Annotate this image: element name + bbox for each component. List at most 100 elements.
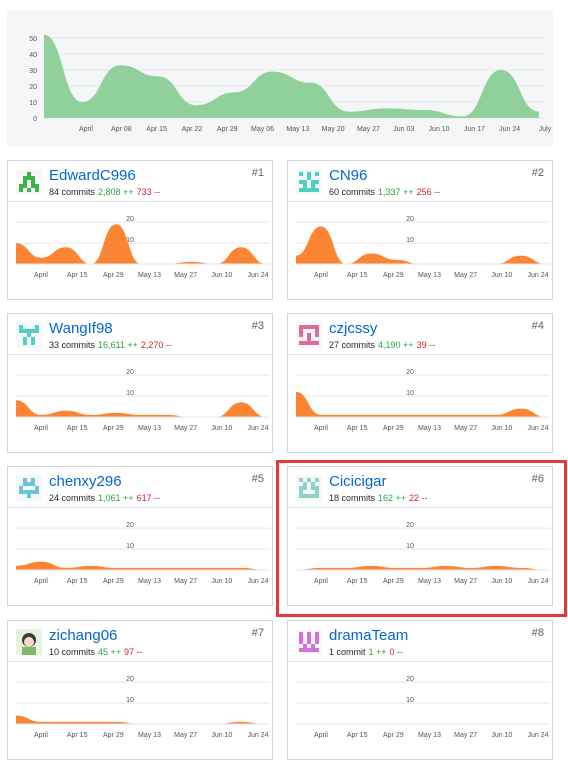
contributor-name[interactable]: Cicicigar <box>329 473 387 490</box>
card-x-tick: Apr 15 <box>67 732 88 739</box>
main-y-tick: 40 <box>29 52 37 59</box>
rank-label: #6 <box>531 473 544 485</box>
card-x-tick: April <box>314 425 328 432</box>
commit-count[interactable]: 18 commits <box>329 493 376 503</box>
card-x-tick: Jun 10 <box>491 272 512 279</box>
card-x-tick: Jun 24 <box>247 425 268 432</box>
commit-count[interactable]: 60 commits <box>329 187 376 197</box>
commit-count[interactable]: 84 commits <box>49 187 96 197</box>
contributor-header: czjcssy 27 commits 4,190 ++ 39 -- #4 <box>288 314 552 355</box>
contributor-name[interactable]: zichang06 <box>49 627 118 644</box>
additions: 162 ++ <box>378 493 407 503</box>
card-x-tick: May 27 <box>454 732 477 739</box>
card-x-tick: Apr 15 <box>347 425 368 432</box>
contributor-area-series <box>16 400 266 417</box>
card-x-tick: April <box>34 732 48 739</box>
card-x-tick: May 13 <box>418 578 441 585</box>
contributor-area-series <box>16 561 266 570</box>
identicon-icon[interactable] <box>296 475 322 501</box>
card-y-tick: 20 <box>406 522 414 529</box>
card-y-tick: 10 <box>126 697 134 704</box>
rank-label: #2 <box>531 167 544 179</box>
identicon-icon[interactable] <box>296 322 322 348</box>
contributor-name[interactable]: WangIf98 <box>49 320 113 337</box>
identicon-icon[interactable] <box>296 629 322 655</box>
commit-count[interactable]: 27 commits <box>329 340 376 350</box>
card-x-tick: May 27 <box>174 732 197 739</box>
card-y-tick: 20 <box>126 216 134 223</box>
contributor-area-chart: 10 20 April Apr 15 Apr 29 May 13 May 27 Jun 10 J… <box>296 676 550 739</box>
contributor-name[interactable]: CN96 <box>329 167 368 184</box>
card-x-tick: Apr 15 <box>347 272 368 279</box>
card-x-tick: Apr 29 <box>383 425 404 432</box>
main-x-tick: Apr 15 <box>146 126 167 133</box>
card-x-tick: Jun 10 <box>491 425 512 432</box>
contributor-area-chart: 10 20 April Apr 15 Apr 29 May 13 May 27 Jun 10 J… <box>16 676 270 739</box>
contributor-area-series <box>16 715 266 724</box>
card-x-tick: Apr 29 <box>103 578 124 585</box>
commit-count[interactable]: 1 commit <box>329 647 366 657</box>
main-x-tick: May 06 <box>251 126 274 133</box>
card-x-tick: Apr 29 <box>103 732 124 739</box>
contributor-area-series <box>296 565 546 570</box>
identicon-icon[interactable] <box>16 475 42 501</box>
card-x-tick: May 27 <box>454 425 477 432</box>
main-commit-chart: 0 10 20 30 40 50 April Apr 08 Apr 15 Apr 22 Apr 29… <box>7 10 553 146</box>
rank-label: #5 <box>251 473 264 485</box>
card-y-tick: 20 <box>406 369 414 376</box>
rank-label: #1 <box>251 167 264 179</box>
contributor-name[interactable]: chenxy296 <box>49 473 122 490</box>
contributor-name[interactable]: dramaTeam <box>329 627 409 644</box>
main-y-tick: 0 <box>33 116 37 123</box>
contributor-header: WangIf98 33 commits 16,611 ++ 2,270 -- #3 <box>8 314 272 355</box>
commit-count[interactable]: 33 commits <box>49 340 96 350</box>
card-x-tick: May 27 <box>174 425 197 432</box>
card-x-tick: Jun 24 <box>527 425 548 432</box>
rank-label: #4 <box>531 320 544 332</box>
main-x-tick: May 20 <box>322 126 345 133</box>
identicon-icon[interactable] <box>296 169 322 195</box>
contributor-stats: 24 commits 1,061 ++ 617 -- <box>49 493 160 503</box>
deletions: 2,270 -- <box>140 340 172 350</box>
anime-avatar-icon[interactable] <box>16 629 42 655</box>
contributor-card: zichang06 10 commits 45 ++ 97 -- #7 10 20 April… <box>7 620 273 760</box>
main-y-tick: 30 <box>29 68 37 75</box>
card-y-tick: 10 <box>406 237 414 244</box>
card-x-tick: Apr 29 <box>383 732 404 739</box>
contributor-area-chart: 10 20 April Apr 15 Apr 29 May 13 May 27 Jun 10 J… <box>16 522 270 585</box>
card-x-tick: May 13 <box>418 425 441 432</box>
card-x-tick: April <box>34 578 48 585</box>
main-x-tick: May 13 <box>286 126 309 133</box>
card-x-tick: Apr 29 <box>383 578 404 585</box>
main-area-chart: 0 10 20 30 40 50 April Apr 08 Apr 15 Apr 22 Apr 29… <box>29 34 552 133</box>
additions: 45 ++ <box>98 647 122 657</box>
card-x-tick: Apr 15 <box>347 732 368 739</box>
commit-count[interactable]: 10 commits <box>49 647 96 657</box>
contributor-stats: 33 commits 16,611 ++ 2,270 -- <box>49 340 172 350</box>
card-x-tick: Jun 24 <box>527 578 548 585</box>
card-x-tick: May 13 <box>138 578 161 585</box>
additions: 1,061 ++ <box>98 493 134 503</box>
identicon-icon[interactable] <box>16 322 42 348</box>
contributor-area-chart: 10 20 April Apr 15 Apr 29 May 13 May 27 Jun 10 J… <box>16 369 270 432</box>
card-x-tick: Jun 24 <box>247 578 268 585</box>
card-x-tick: April <box>314 578 328 585</box>
contributor-stats: 1 commit 1 ++ 0 -- <box>329 647 403 657</box>
card-y-tick: 20 <box>126 522 134 529</box>
identicon-icon[interactable] <box>16 169 42 195</box>
main-x-tick: July <box>539 126 552 133</box>
card-x-tick: Apr 29 <box>103 425 124 432</box>
card-x-tick: May 13 <box>418 272 441 279</box>
card-x-tick: April <box>314 272 328 279</box>
contributor-header: EdwardC996 84 commits 2,808 ++ 733 -- #1 <box>8 161 272 202</box>
card-x-tick: Jun 10 <box>491 732 512 739</box>
card-x-tick: May 27 <box>454 272 477 279</box>
card-y-tick: 10 <box>126 543 134 550</box>
card-y-tick: 20 <box>406 216 414 223</box>
commit-count[interactable]: 24 commits <box>49 493 96 503</box>
contributor-name[interactable]: EdwardC996 <box>49 167 136 184</box>
main-x-tick: May 27 <box>357 126 380 133</box>
deletions: 733 -- <box>136 187 161 197</box>
contributor-name[interactable]: czjcssy <box>329 320 378 337</box>
contributor-stats: 60 commits 1,337 ++ 256 -- <box>329 187 440 197</box>
